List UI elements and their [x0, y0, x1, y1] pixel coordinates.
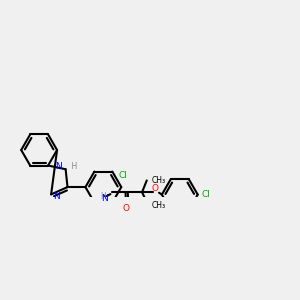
Text: Cl: Cl: [118, 171, 127, 180]
Text: O: O: [122, 204, 130, 213]
Text: CH₃: CH₃: [152, 201, 166, 210]
Text: N: N: [55, 162, 62, 171]
Text: CH₃: CH₃: [152, 176, 166, 185]
Text: N: N: [53, 192, 60, 201]
Text: Cl: Cl: [201, 190, 210, 199]
Text: O: O: [152, 184, 159, 193]
Text: H: H: [100, 192, 106, 201]
Text: N: N: [101, 194, 108, 203]
Text: H: H: [62, 162, 77, 171]
